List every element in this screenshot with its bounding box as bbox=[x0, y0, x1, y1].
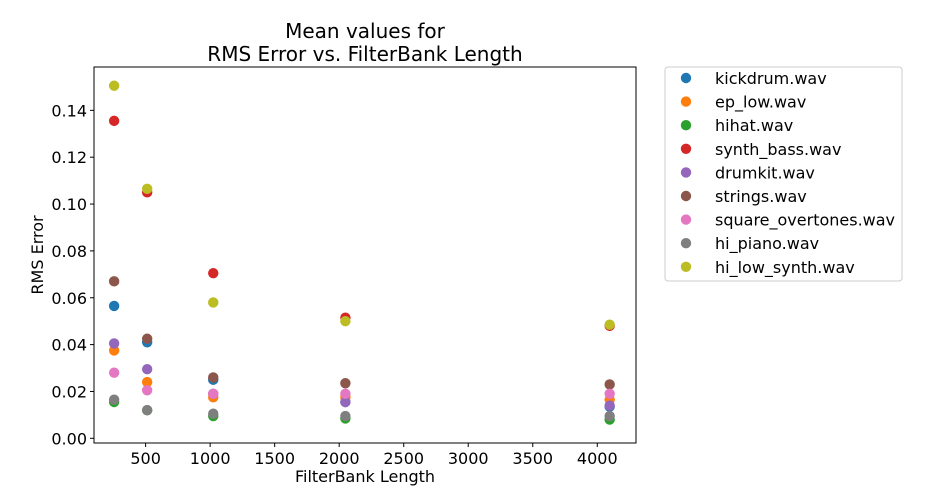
data-point bbox=[141, 333, 153, 344]
y-tick-label: 0.14 bbox=[51, 101, 87, 120]
data-point bbox=[108, 338, 120, 349]
legend-label: kickdrum.wav bbox=[715, 69, 827, 88]
data-point bbox=[604, 410, 615, 422]
data-point bbox=[208, 267, 219, 279]
y-tick-label: 0.10 bbox=[51, 195, 87, 214]
data-point bbox=[141, 376, 153, 388]
y-axis-label: RMS Error bbox=[28, 215, 47, 295]
data-point bbox=[108, 276, 120, 287]
x-tick-label: 3000 bbox=[448, 449, 489, 468]
data-point bbox=[208, 297, 219, 308]
data-point bbox=[141, 385, 153, 396]
legend-items: kickdrum.wav ep_low.wav hihat.wav synth_bas… bbox=[680, 69, 895, 278]
legend: kickdrum.wav ep_low.wav hihat.wav synth_bas… bbox=[664, 66, 903, 282]
data-point bbox=[108, 300, 120, 312]
x-tick-label: 2000 bbox=[319, 449, 360, 468]
x-tick-label: 3500 bbox=[512, 449, 553, 468]
y-axis-ticks: 0.00 0.02 0.04 0.06 0.08 0.10 0.12 0.14 bbox=[51, 101, 94, 448]
y-tick-label: 0.02 bbox=[51, 382, 87, 401]
data-point bbox=[108, 394, 120, 405]
legend-label: strings.wav bbox=[715, 187, 807, 206]
y-tick-label: 0.04 bbox=[51, 336, 87, 355]
chart-title-line2: RMS Error vs. FilterBank Length bbox=[207, 42, 522, 66]
data-points bbox=[108, 80, 615, 425]
legend-marker bbox=[680, 261, 692, 272]
y-tick-label: 0.08 bbox=[51, 242, 87, 261]
y-tick-label: 0.06 bbox=[51, 289, 87, 308]
legend-marker bbox=[680, 214, 692, 225]
data-point bbox=[108, 80, 120, 91]
plot-area bbox=[93, 66, 637, 444]
data-point bbox=[141, 405, 153, 416]
x-tick-label: 1000 bbox=[190, 449, 231, 468]
legend-marker bbox=[680, 190, 692, 202]
data-point bbox=[108, 367, 120, 378]
legend-label: drumkit.wav bbox=[715, 163, 815, 182]
legend-marker bbox=[680, 143, 692, 154]
legend-label: ep_low.wav bbox=[715, 93, 806, 113]
x-axis-ticks: 500 1000 1500 2000 2500 3000 3500 4000 bbox=[130, 443, 618, 468]
chart-title-line1: Mean values for bbox=[285, 19, 446, 43]
legend-label: hi_low_synth.wav bbox=[715, 258, 855, 278]
x-tick-label: 1500 bbox=[254, 449, 295, 468]
data-point bbox=[340, 388, 351, 400]
data-point bbox=[604, 319, 615, 330]
data-point bbox=[208, 372, 219, 383]
data-point bbox=[340, 315, 351, 327]
data-point bbox=[604, 388, 615, 400]
legend-label: hi_piano.wav bbox=[715, 234, 819, 254]
data-point bbox=[108, 115, 120, 127]
y-tick-label: 0.00 bbox=[51, 429, 87, 448]
data-point bbox=[141, 183, 153, 195]
data-point bbox=[340, 410, 351, 422]
legend-marker bbox=[680, 167, 692, 178]
legend-marker bbox=[680, 72, 692, 84]
data-point bbox=[604, 379, 615, 390]
x-tick-label: 2500 bbox=[383, 449, 424, 468]
x-tick-label: 4000 bbox=[577, 449, 618, 468]
legend-marker bbox=[680, 96, 692, 107]
data-point bbox=[340, 378, 351, 389]
x-tick-label: 500 bbox=[130, 449, 161, 468]
x-axis-label: FilterBank Length bbox=[295, 467, 435, 486]
legend-label: synth_bass.wav bbox=[715, 140, 841, 160]
legend-label: square_overtones.wav bbox=[715, 211, 895, 231]
data-point bbox=[141, 364, 153, 375]
data-point bbox=[208, 408, 219, 419]
data-point bbox=[340, 396, 351, 408]
legend-frame bbox=[664, 66, 903, 282]
data-point bbox=[208, 388, 219, 400]
data-point bbox=[604, 400, 615, 411]
legend-marker bbox=[680, 238, 692, 249]
y-tick-label: 0.12 bbox=[51, 148, 87, 167]
legend-marker bbox=[680, 120, 692, 131]
legend-label: hihat.wav bbox=[715, 116, 793, 135]
